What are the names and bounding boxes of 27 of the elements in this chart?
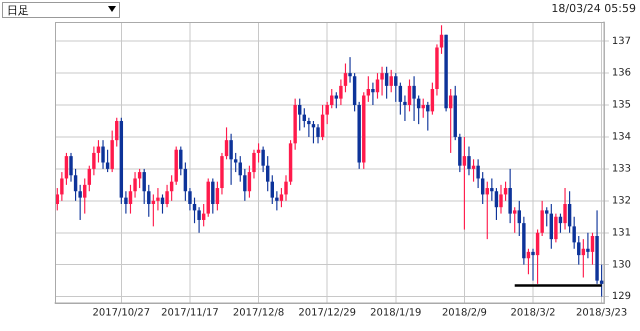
x-tick-label: 2018/1/19	[370, 308, 422, 319]
candlestick	[298, 98, 302, 131]
y-tick-label: 135	[612, 100, 632, 111]
x-tick-label: 2018/3/23	[576, 308, 628, 319]
candlestick	[422, 98, 425, 118]
x-tick-label: 2017/12/29	[298, 308, 356, 319]
y-tick-label: 130	[612, 259, 632, 270]
candlestick	[426, 102, 430, 131]
candlestick	[234, 152, 238, 172]
y-tick-label: 131	[612, 227, 632, 238]
y-tick-label: 137	[612, 36, 632, 47]
y-tick-label: 133	[612, 163, 632, 174]
candlestick	[513, 207, 516, 233]
x-tick-label: 2017/12/8	[232, 308, 284, 319]
x-tick-label: 2018/2/9	[442, 308, 487, 319]
x-tick-label: 2017/11/17	[161, 308, 219, 319]
text: 18/03/24 05:59	[551, 2, 636, 15]
text: 日足	[7, 4, 29, 17]
y-tick-label: 129	[612, 291, 632, 302]
x-tick-label: 2017/10/27	[92, 308, 150, 319]
y-tick-label: 136	[612, 68, 632, 79]
x-tick-label: 2018/3/2	[510, 308, 556, 319]
y-tick-label: 134	[612, 132, 632, 143]
candlestick	[486, 182, 489, 240]
y-tick-label: 132	[612, 195, 632, 206]
candlestick	[545, 207, 548, 226]
candlestick	[334, 92, 338, 108]
